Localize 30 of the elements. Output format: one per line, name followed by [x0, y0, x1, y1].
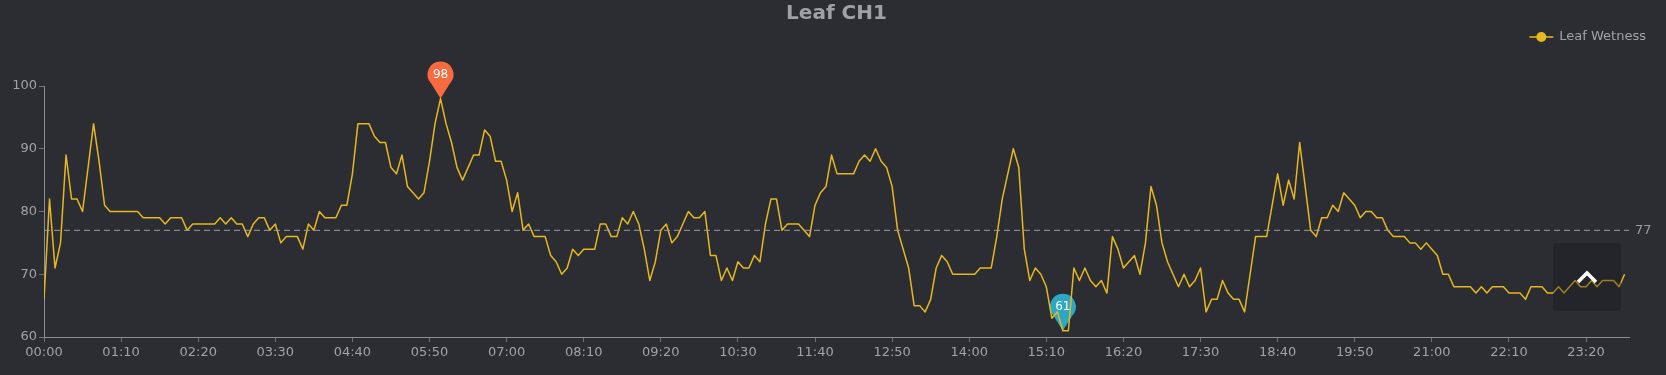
- x-tick-label: 04:40: [333, 344, 372, 360]
- x-tick-label: 00:00: [25, 344, 63, 360]
- x-tick-label: 01:10: [102, 344, 140, 360]
- x-tick-label: 07:00: [487, 344, 526, 360]
- legend-label: Leaf Wetness: [1559, 28, 1647, 44]
- x-tick-label: 08:10: [564, 344, 603, 360]
- y-tick-label: 100: [12, 77, 37, 93]
- x-tick-label: 15:10: [1027, 344, 1066, 360]
- x-tick-label: 11:40: [796, 344, 834, 360]
- x-tick-label: 12:50: [873, 344, 911, 360]
- x-tick-label: 09:20: [642, 344, 680, 360]
- x-tick-label: 16:20: [1104, 344, 1143, 360]
- x-tick-label: 05:50: [410, 344, 449, 360]
- y-tick-label: 60: [20, 328, 37, 344]
- chart-title: Leaf CH1: [786, 0, 887, 25]
- x-tick-label: 10:30: [719, 344, 757, 360]
- ref-line-label: 77: [1635, 221, 1652, 237]
- y-tick-label: 80: [20, 202, 37, 218]
- x-tick-label: 02:20: [179, 344, 217, 360]
- x-tick-label: 23:20: [1567, 344, 1605, 360]
- x-tick-label: 17:30: [1181, 344, 1220, 360]
- annotation: 98: [432, 66, 449, 81]
- y-tick-label: 90: [20, 140, 37, 156]
- x-tick-label: 19:50: [1336, 344, 1374, 360]
- y-tick-label: 70: [20, 265, 37, 281]
- x-tick-label: 21:00: [1413, 344, 1451, 360]
- x-tick-label: 22:10: [1490, 344, 1528, 360]
- x-tick-label: 03:30: [256, 344, 295, 360]
- x-tick-label: 18:40: [1258, 344, 1297, 360]
- x-tick-label: 14:00: [950, 344, 988, 360]
